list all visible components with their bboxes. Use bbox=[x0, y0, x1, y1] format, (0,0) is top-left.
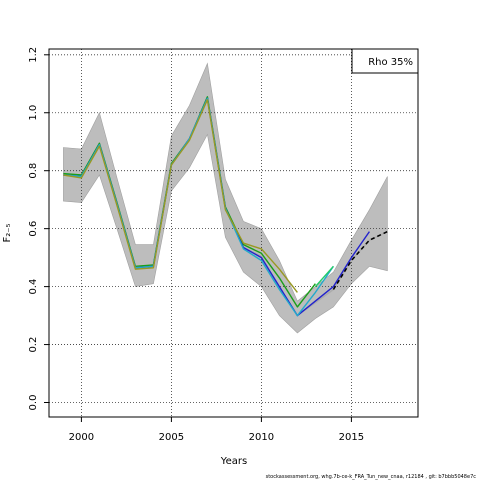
x-tick-label: 2015 bbox=[339, 432, 364, 443]
tick-layer: 2000 2005 2010 2015 0.0 0.2 0.4 0.6 0.8 1.0 1.2 bbox=[28, 47, 364, 443]
plot-frame bbox=[48, 48, 419, 418]
footer-note: stockassessment.org, whg.7b-ce-k_FRA_Tun… bbox=[266, 474, 477, 480]
series-line-5 bbox=[63, 98, 298, 293]
y-tick-label: 0.6 bbox=[28, 221, 39, 237]
y-tick-label: 0.2 bbox=[28, 337, 39, 353]
x-tick-label: 2010 bbox=[249, 432, 274, 443]
y-tick-label: 0.0 bbox=[28, 395, 39, 411]
series-line-4 bbox=[314, 265, 334, 288]
grid-layer bbox=[49, 49, 418, 417]
x-axis-title: Years bbox=[220, 456, 247, 467]
x-tick-label: 2005 bbox=[159, 432, 184, 443]
series-line-6 bbox=[332, 230, 388, 290]
y-axis-title: F₂₋₅ bbox=[2, 223, 13, 242]
legend-box bbox=[351, 48, 419, 74]
legend-label: Rho 35% bbox=[368, 57, 413, 68]
legend: Rho 35% bbox=[351, 48, 419, 74]
y-tick-label: 0.8 bbox=[28, 163, 39, 179]
y-tick-label: 0.4 bbox=[28, 279, 39, 295]
x-tick-label: 2000 bbox=[69, 432, 94, 443]
y-tick-label: 1.2 bbox=[28, 47, 39, 63]
y-tick-label: 1.0 bbox=[28, 105, 39, 121]
series-layer bbox=[63, 96, 388, 317]
